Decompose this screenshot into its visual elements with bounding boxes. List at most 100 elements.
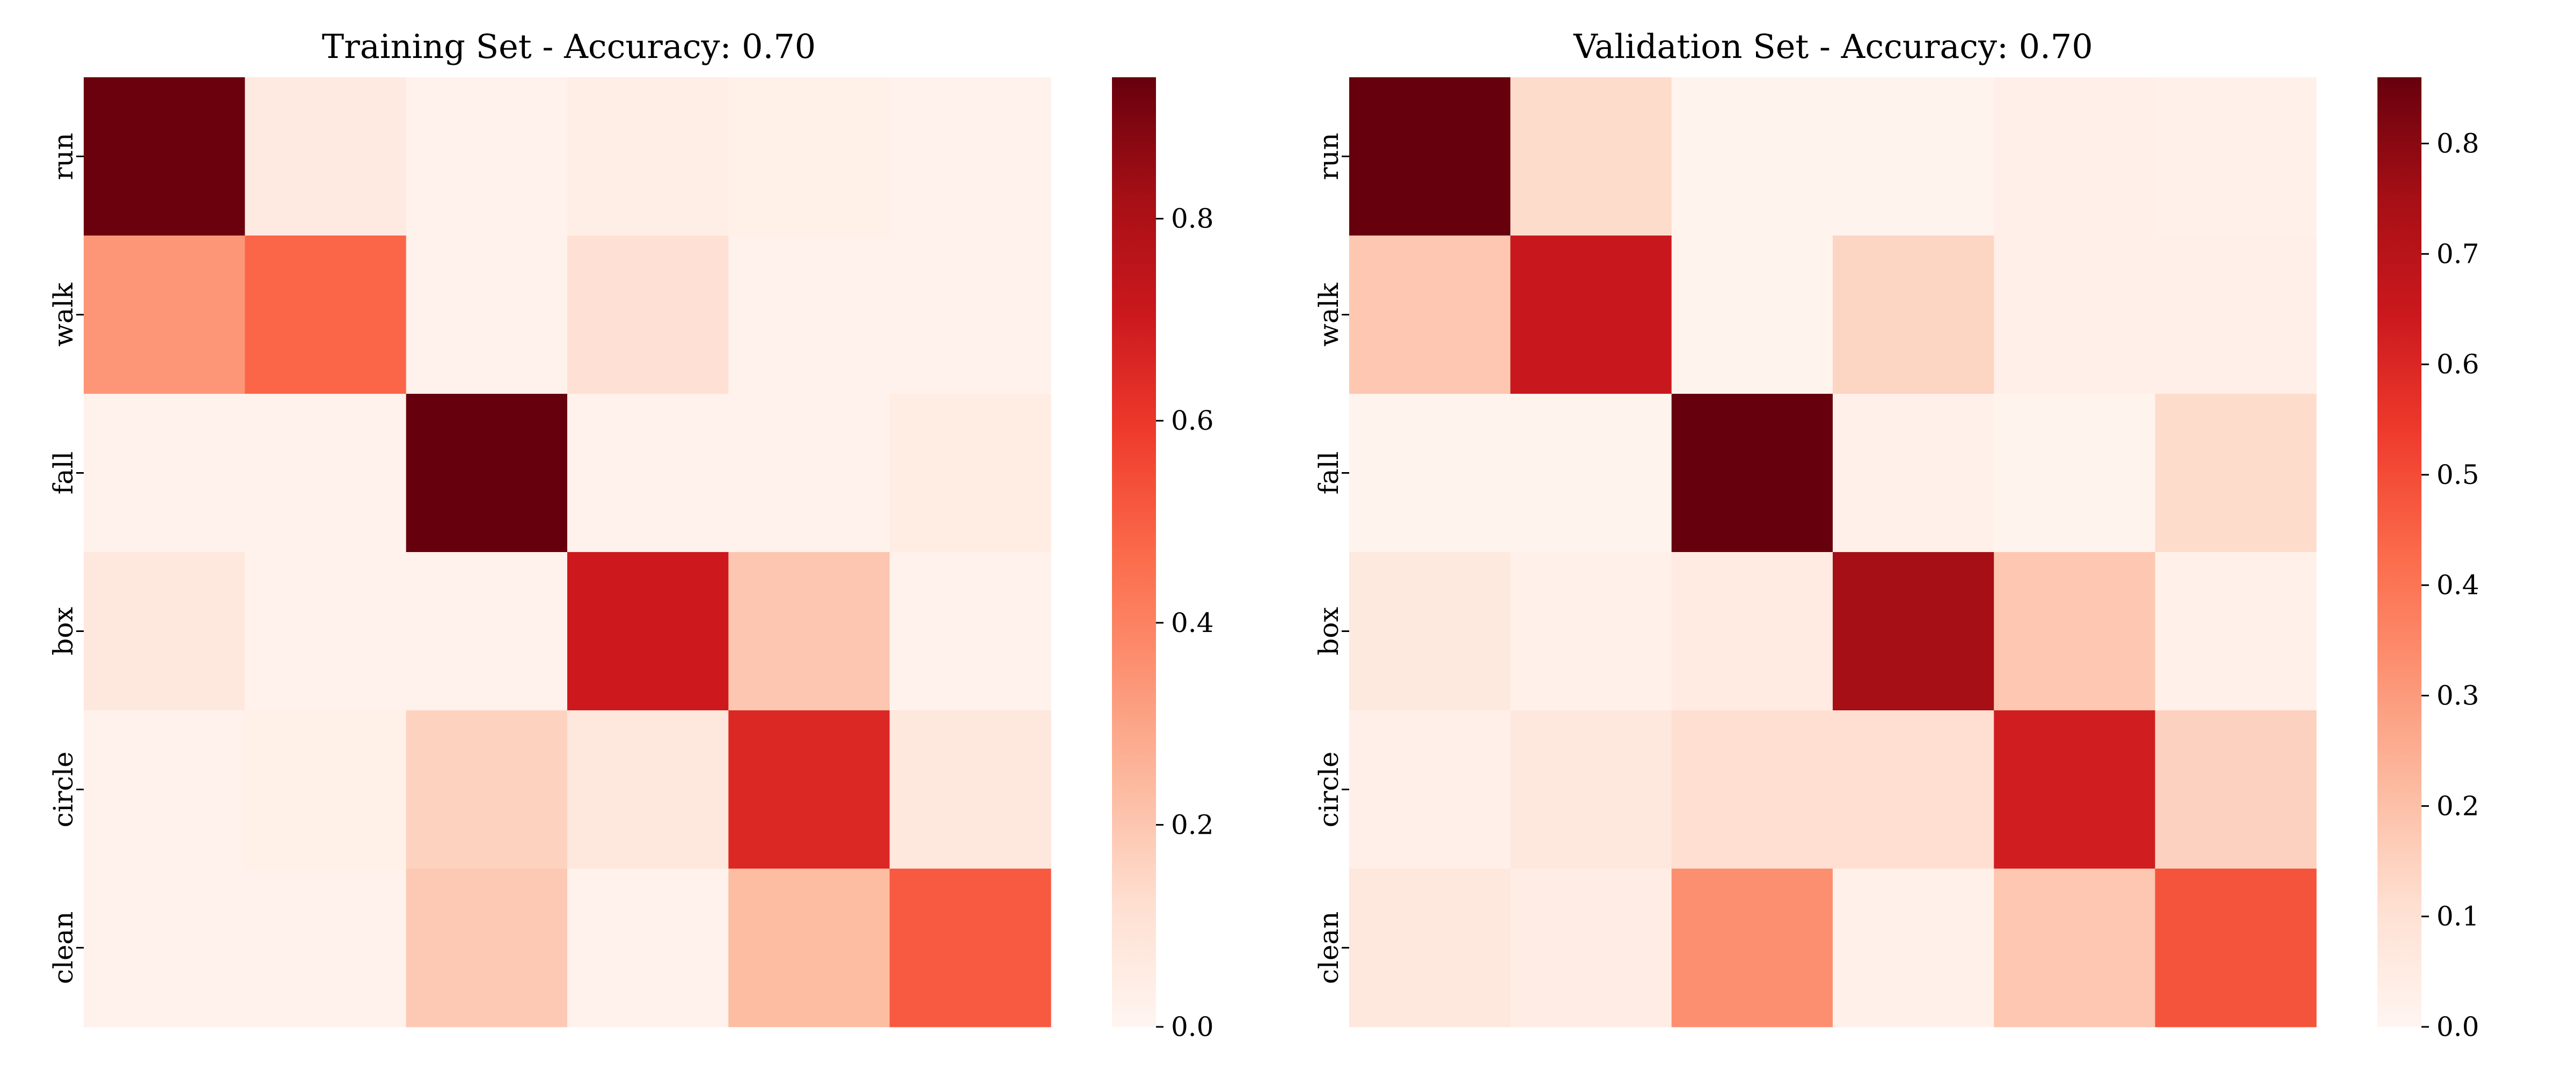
training-cell-r2-c3 — [567, 394, 729, 553]
training-cell-r1-c3 — [567, 236, 729, 394]
training-colorbar-tick-label: 0.0 — [1171, 1011, 1214, 1042]
training-row-label-circle: circle — [48, 752, 79, 827]
validation-colorbar-tick-label: 0.7 — [2436, 238, 2479, 269]
validation-cell-r4-c4 — [1994, 710, 2156, 869]
validation-heatmap-panel: Validation Set - Accuracy: 0.70 run walk f… — [1313, 27, 2479, 1042]
validation-row-label-run: run — [1313, 133, 1344, 180]
validation-cell-r1-c3 — [1833, 236, 1994, 394]
validation-colorbar-tick-label: 0.4 — [2436, 570, 2479, 601]
training-row-label-clean: clean — [48, 912, 79, 984]
validation-cell-r3-c3 — [1833, 552, 1994, 711]
validation-cell-r4-c1 — [1510, 710, 1672, 869]
training-cell-r5-c3 — [567, 869, 729, 1027]
validation-cell-r0-c2 — [1671, 77, 1833, 236]
training-cell-r2-c2 — [406, 394, 568, 553]
validation-colorbar-tick-label: 0.5 — [2436, 459, 2479, 490]
validation-cell-r4-c2 — [1671, 710, 1833, 869]
validation-cell-r4-c3 — [1833, 710, 1994, 869]
training-cell-r0-c5 — [889, 77, 1051, 236]
training-cell-r2-c1 — [245, 394, 407, 553]
validation-cell-r5-c0 — [1349, 869, 1511, 1027]
validation-cell-r2-c1 — [1510, 394, 1672, 553]
validation-colorbar-tick-label: 0.8 — [2436, 128, 2479, 159]
training-row-labels: run walk fall box circle clean — [48, 133, 84, 984]
training-cell-r0-c1 — [245, 77, 407, 236]
validation-cell-r5-c4 — [1994, 869, 2156, 1027]
validation-cell-r5-c2 — [1671, 869, 1833, 1027]
validation-colorbar: 0.0 0.1 0.2 0.3 0.4 0.5 0.6 0.7 0.8 — [2377, 77, 2479, 1042]
validation-cell-r2-c0 — [1349, 394, 1511, 553]
validation-cell-r4-c0 — [1349, 710, 1511, 869]
validation-cell-r5-c1 — [1510, 869, 1672, 1027]
validation-colorbar-tick-label: 0.6 — [2436, 349, 2479, 380]
training-cell-r3-c1 — [245, 552, 407, 711]
training-cell-r0-c4 — [728, 77, 890, 236]
training-cell-r2-c5 — [889, 394, 1051, 553]
validation-colorbar-tick-label: 0.0 — [2436, 1011, 2479, 1042]
training-row-label-walk: walk — [48, 282, 79, 347]
validation-cell-r3-c5 — [2155, 552, 2317, 711]
training-cell-r5-c4 — [728, 869, 890, 1027]
training-cell-r5-c0 — [84, 869, 245, 1027]
training-cell-r5-c1 — [245, 869, 407, 1027]
training-cell-r4-c4 — [728, 710, 890, 869]
validation-cell-r0-c4 — [1994, 77, 2156, 236]
training-cell-r3-c3 — [567, 552, 729, 711]
validation-cell-r3-c1 — [1510, 552, 1672, 711]
training-cell-r4-c3 — [567, 710, 729, 869]
training-cell-r4-c5 — [889, 710, 1051, 869]
training-cell-r2-c0 — [84, 394, 245, 553]
training-cell-r0-c3 — [567, 77, 729, 236]
training-colorbar-tick-label: 0.2 — [1171, 809, 1214, 840]
training-cell-r1-c2 — [406, 236, 568, 394]
training-cell-r3-c5 — [889, 552, 1051, 711]
training-row-label-fall: fall — [48, 451, 79, 494]
validation-heatmap-cells — [1349, 77, 2317, 1027]
validation-colorbar-tick-label: 0.1 — [2436, 901, 2479, 932]
training-cell-r3-c2 — [406, 552, 568, 711]
validation-row-label-clean: clean — [1313, 912, 1344, 984]
training-colorbar-gradient — [1112, 77, 1156, 1027]
training-cell-r0-c2 — [406, 77, 568, 236]
training-chart-title: Training Set - Accuracy: 0.70 — [322, 27, 816, 66]
validation-cell-r3-c0 — [1349, 552, 1511, 711]
validation-cell-r5-c3 — [1833, 869, 1994, 1027]
validation-colorbar-gradient — [2377, 77, 2421, 1027]
training-cell-r1-c4 — [728, 236, 890, 394]
validation-cell-r0-c3 — [1833, 77, 1994, 236]
training-heatmap-panel: Training Set - Accuracy: 0.70 run walk fal… — [48, 27, 1214, 1042]
training-colorbar-tick-label: 0.4 — [1171, 607, 1214, 638]
training-cell-r3-c4 — [728, 552, 890, 711]
validation-cell-r0-c1 — [1510, 77, 1672, 236]
training-cell-r1-c5 — [889, 236, 1051, 394]
training-cell-r1-c0 — [84, 236, 245, 394]
training-row-label-box: box — [48, 607, 79, 655]
training-cell-r5-c2 — [406, 869, 568, 1027]
validation-cell-r1-c2 — [1671, 236, 1833, 394]
validation-cell-r5-c5 — [2155, 869, 2317, 1027]
training-cell-r4-c2 — [406, 710, 568, 869]
validation-cell-r3-c4 — [1994, 552, 2156, 711]
validation-cell-r1-c0 — [1349, 236, 1511, 394]
validation-cell-r2-c2 — [1671, 394, 1833, 553]
validation-cell-r2-c5 — [2155, 394, 2317, 553]
validation-cell-r0-c5 — [2155, 77, 2317, 236]
validation-row-label-fall: fall — [1313, 451, 1344, 494]
validation-colorbar-tick-label: 0.3 — [2436, 680, 2479, 711]
validation-cell-r2-c4 — [1994, 394, 2156, 553]
validation-cell-r0-c0 — [1349, 77, 1511, 236]
validation-cell-r2-c3 — [1833, 394, 1994, 553]
training-cell-r3-c0 — [84, 552, 245, 711]
validation-row-label-circle: circle — [1313, 752, 1344, 827]
training-colorbar-tick-label: 0.6 — [1171, 405, 1214, 436]
training-row-label-run: run — [48, 133, 79, 180]
validation-row-label-box: box — [1313, 607, 1344, 655]
validation-cell-r3-c2 — [1671, 552, 1833, 711]
training-cell-r0-c0 — [84, 77, 245, 236]
validation-row-label-walk: walk — [1313, 282, 1344, 347]
validation-chart-title: Validation Set - Accuracy: 0.70 — [1573, 27, 2093, 66]
training-cell-r2-c4 — [728, 394, 890, 553]
training-cell-r4-c0 — [84, 710, 245, 869]
training-colorbar: 0.0 0.2 0.4 0.6 0.8 — [1112, 77, 1214, 1042]
